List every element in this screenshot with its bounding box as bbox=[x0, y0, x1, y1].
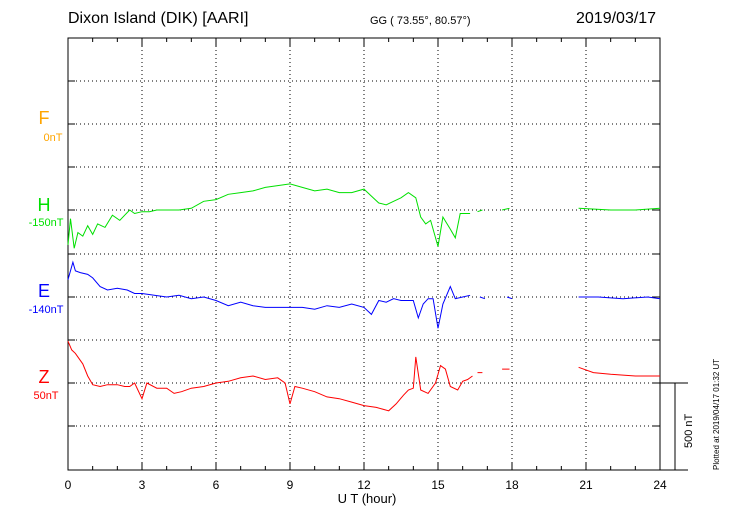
channel-label-e: E bbox=[37, 281, 50, 301]
coordinates-label: GG ( 73.55°, 80.57°) bbox=[370, 15, 471, 27]
x-axis-label: U T (hour) bbox=[338, 491, 397, 506]
series-h-line bbox=[67, 183, 661, 249]
series-layer bbox=[67, 183, 661, 412]
scale-bar-label: 500 nT bbox=[683, 413, 695, 448]
x-tick-label: 0 bbox=[65, 478, 72, 492]
x-tick-label: 18 bbox=[505, 478, 519, 492]
x-axis: 0 3 6 9 12 15 18 21 24 bbox=[65, 38, 667, 492]
x-tick-label: 6 bbox=[213, 478, 220, 492]
channel-label-h: H bbox=[37, 195, 51, 215]
channel-label-f: F bbox=[38, 108, 50, 128]
x-tick-label: 12 bbox=[357, 478, 371, 492]
channel-baseline-z: 50nT bbox=[33, 390, 59, 402]
channel-baseline-h: -150nT bbox=[28, 217, 64, 229]
x-tick-label: 24 bbox=[653, 478, 667, 492]
series-e-line bbox=[67, 260, 661, 329]
x-tick-label: 15 bbox=[431, 478, 445, 492]
channel-label-z: Z bbox=[38, 367, 50, 387]
channel-baseline-e: -140nT bbox=[28, 304, 64, 316]
x-tick-label: 3 bbox=[139, 478, 146, 492]
plotted-timestamp: Plotted at 2019/04/17 01:32 UT bbox=[712, 358, 721, 470]
station-title: Dixon Island (DIK) [AARI] bbox=[68, 10, 249, 27]
scale-bar bbox=[660, 382, 688, 471]
grid bbox=[68, 37, 660, 470]
series-z-line bbox=[67, 341, 660, 412]
channel-baseline-f: 0nT bbox=[43, 132, 63, 144]
x-tick-label: 9 bbox=[287, 478, 294, 492]
x-tick-label: 21 bbox=[579, 478, 593, 492]
date-label: 2019/03/17 bbox=[576, 10, 657, 27]
